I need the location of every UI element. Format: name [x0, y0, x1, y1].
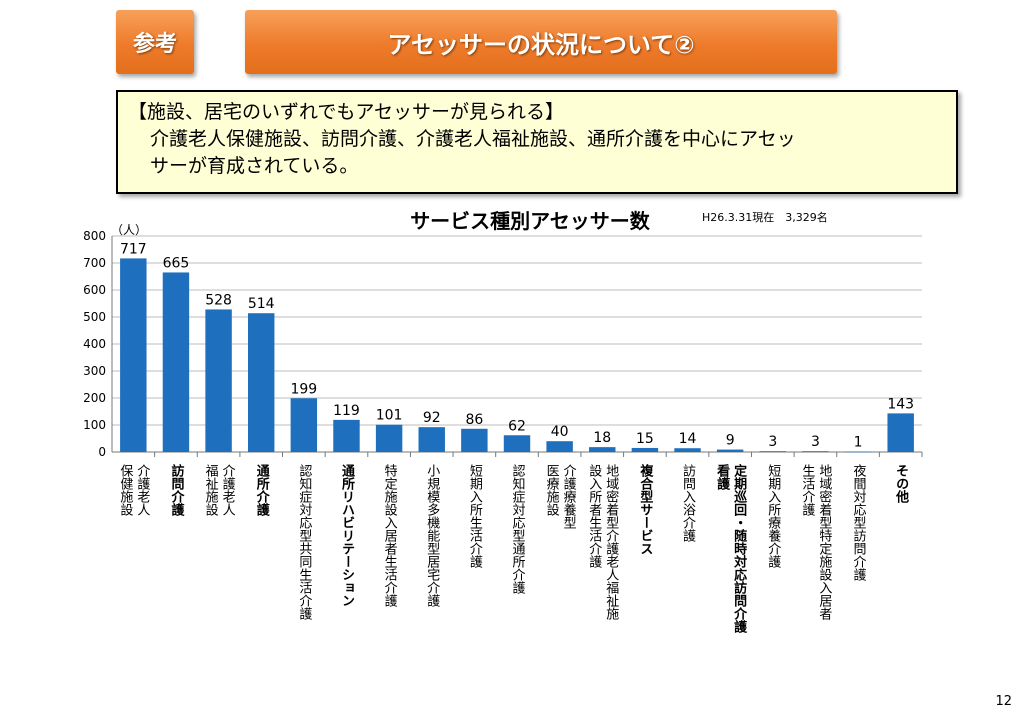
category-label: 短期入所生活介護	[467, 464, 483, 568]
data-label: 514	[248, 296, 275, 312]
category-label: 定期巡回・随時対応訪問介護	[731, 463, 748, 634]
category-label: 介護老人	[134, 464, 150, 516]
category-label: 通所介護	[254, 463, 271, 517]
bar	[247, 313, 275, 452]
y-tick-label: 400	[83, 337, 106, 351]
data-label: 199	[290, 381, 317, 397]
chart-note: H26.3.31現在 3,329名	[702, 210, 828, 224]
category-label: 特定施設入居者生活介護	[382, 464, 398, 607]
bar	[205, 309, 232, 452]
y-tick-label: 800	[83, 229, 106, 243]
data-label: 40	[551, 424, 569, 440]
y-tick-label: 700	[83, 256, 106, 270]
bar	[546, 441, 573, 452]
page-number: 12	[995, 694, 1012, 709]
reference-badge-label: 参考	[132, 32, 177, 57]
data-label: 665	[163, 255, 190, 271]
bar-chart: サービス種別アセッサー数 H26.3.31現在 3,329名 （人） 0 100 2…	[83, 209, 923, 634]
data-label: 92	[423, 410, 441, 426]
summary-line-2: サーが育成されている。	[150, 155, 359, 177]
y-tick-label: 500	[83, 310, 106, 324]
bar	[162, 272, 190, 452]
category-label: 生活介護	[799, 464, 815, 516]
bar	[716, 449, 744, 452]
data-label: 143	[887, 396, 914, 412]
y-tick-label: 600	[83, 283, 106, 297]
category-label: 小規模多機能型居宅介護	[424, 464, 440, 607]
data-label: 9	[726, 433, 735, 449]
data-label: 119	[333, 403, 360, 419]
data-label: 18	[593, 430, 611, 446]
category-label: 保健施設	[117, 464, 133, 516]
category-label: 介護老人	[220, 464, 236, 516]
category-label: 介護療養型	[561, 464, 577, 529]
bar	[887, 413, 914, 452]
summary-box: 【施設、居宅のいずれでもアセッサーが見られる】 介護老人保健施設、訪問介護、介護…	[116, 90, 958, 194]
category-label: 認知症対応型共同生活介護	[296, 463, 312, 620]
bar	[418, 427, 445, 452]
bar	[375, 424, 403, 452]
data-label: 528	[205, 292, 232, 308]
category-label: 地域密着型特定施設入居者	[816, 464, 832, 621]
bar	[631, 447, 659, 452]
bar	[674, 448, 701, 452]
category-label: 短期入所療養介護	[765, 464, 781, 568]
y-axis-unit: （人）	[111, 223, 147, 237]
bar	[120, 258, 147, 452]
category-label: 訪問介護	[168, 463, 185, 517]
y-tick-label: 0	[98, 445, 106, 459]
bar	[589, 447, 616, 452]
category-label: 福祉施設	[203, 464, 219, 516]
category-label: 設入所者生活介護	[586, 463, 602, 568]
page-title: アセッサーの状況について②	[387, 30, 695, 59]
summary-line-1: 介護老人保健施設、訪問介護、介護老人福祉施設、通所介護を中心にアセッ	[150, 128, 796, 150]
category-label: 認知症対応型通所介護	[510, 463, 526, 594]
data-label: 62	[508, 418, 526, 434]
category-label: その他	[893, 464, 910, 504]
category-label: 地域密着型介護老人福祉施	[603, 464, 619, 620]
y-tick-label: 300	[83, 364, 106, 378]
bar	[844, 451, 872, 453]
y-tick-label: 100	[83, 418, 106, 432]
data-label: 14	[679, 431, 697, 447]
data-label: 101	[376, 408, 403, 424]
title-banner: アセッサーの状況について②	[245, 10, 837, 74]
bar	[503, 435, 531, 452]
category-label: 看護	[714, 463, 730, 491]
category-label: 夜間対応型訪問介護	[851, 464, 867, 581]
category-label: 複合型サービス	[637, 463, 654, 555]
data-label: 3	[768, 434, 777, 450]
bar	[333, 419, 360, 452]
summary-heading: 【施設、居宅のいずれでもアセッサーが見られる】	[128, 101, 565, 123]
bar	[290, 398, 318, 452]
bar	[461, 428, 488, 452]
category-label: 通所リハビリテーション	[339, 463, 355, 607]
data-label: 717	[120, 241, 147, 257]
data-label: 3	[811, 434, 820, 450]
y-tick-label: 200	[83, 391, 106, 405]
bar	[759, 451, 787, 452]
data-label: 86	[465, 412, 483, 428]
category-label: 訪問入浴介護	[680, 463, 696, 542]
chart-title: サービス種別アセッサー数	[410, 209, 651, 233]
bar	[802, 451, 829, 452]
data-label: 15	[636, 431, 654, 447]
category-label: 医療施設	[544, 464, 560, 516]
reference-badge: 参考	[116, 10, 194, 74]
data-label: 1	[854, 435, 863, 451]
